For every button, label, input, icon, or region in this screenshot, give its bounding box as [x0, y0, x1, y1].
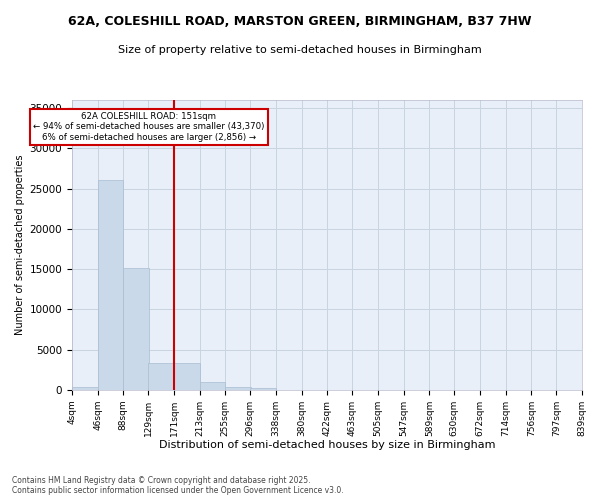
Bar — [98, 180, 124, 390]
Bar — [226, 387, 251, 390]
Text: Contains HM Land Registry data © Crown copyright and database right 2025.
Contai: Contains HM Land Registry data © Crown c… — [12, 476, 344, 495]
X-axis label: Distribution of semi-detached houses by size in Birmingham: Distribution of semi-detached houses by … — [159, 440, 495, 450]
Text: 62A, COLESHILL ROAD, MARSTON GREEN, BIRMINGHAM, B37 7HW: 62A, COLESHILL ROAD, MARSTON GREEN, BIRM… — [68, 15, 532, 28]
Text: Size of property relative to semi-detached houses in Birmingham: Size of property relative to semi-detach… — [118, 45, 482, 55]
Text: 62A COLESHILL ROAD: 151sqm
← 94% of semi-detached houses are smaller (43,370)
6%: 62A COLESHILL ROAD: 151sqm ← 94% of semi… — [33, 112, 265, 142]
Bar — [250, 388, 276, 390]
Bar — [72, 387, 98, 390]
Y-axis label: Number of semi-detached properties: Number of semi-detached properties — [16, 155, 25, 336]
Bar — [148, 362, 174, 390]
Bar — [174, 364, 200, 390]
Bar — [200, 382, 226, 390]
Bar — [124, 268, 149, 390]
